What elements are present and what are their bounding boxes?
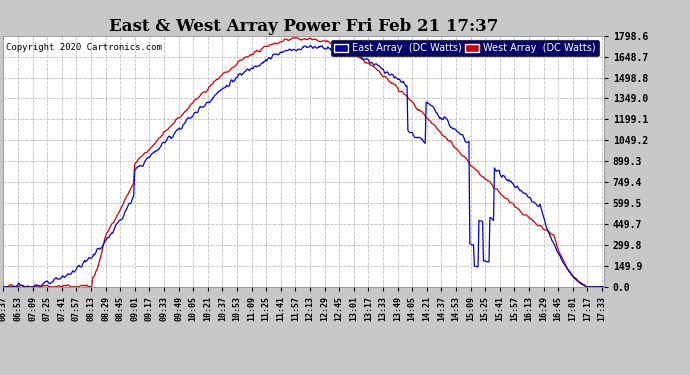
Text: Copyright 2020 Cartronics.com: Copyright 2020 Cartronics.com — [6, 43, 162, 52]
Legend: East Array  (DC Watts), West Array  (DC Watts): East Array (DC Watts), West Array (DC Wa… — [331, 40, 599, 56]
Title: East & West Array Power Fri Feb 21 17:37: East & West Array Power Fri Feb 21 17:37 — [109, 18, 498, 36]
